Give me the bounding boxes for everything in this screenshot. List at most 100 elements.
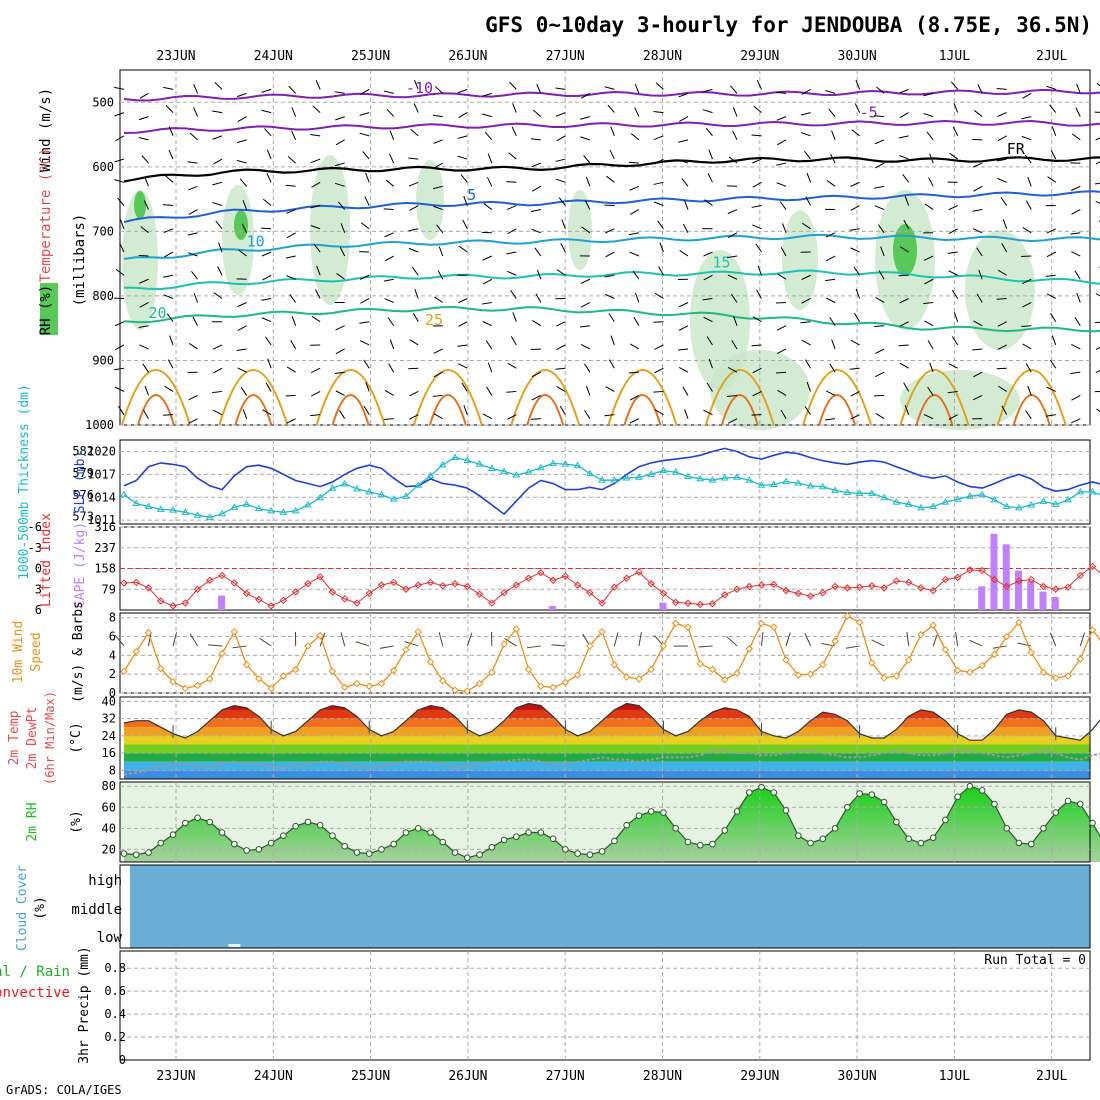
thickness-point bbox=[267, 506, 276, 514]
wind-barb bbox=[114, 179, 125, 183]
cape-bar bbox=[1039, 591, 1047, 610]
thickness-point bbox=[353, 484, 361, 492]
wind-barb bbox=[777, 273, 787, 280]
wind-barb bbox=[437, 270, 444, 280]
rh2m-point bbox=[929, 834, 937, 842]
wind-barb bbox=[486, 386, 493, 396]
rh2m-point bbox=[1064, 797, 1072, 805]
wind10m-point bbox=[1088, 626, 1097, 634]
rh2m-point bbox=[844, 803, 851, 811]
wind-barb bbox=[138, 325, 149, 328]
temp-band bbox=[124, 753, 1090, 762]
wind-barb bbox=[805, 196, 812, 206]
rh2m-point bbox=[476, 851, 483, 858]
wind-barb bbox=[555, 87, 566, 90]
wind-barb bbox=[580, 278, 591, 284]
wind-barb bbox=[972, 162, 983, 168]
wind-barb bbox=[555, 178, 566, 183]
wind10m-point bbox=[659, 642, 668, 650]
lifted-index-point bbox=[1039, 582, 1048, 591]
isotherm-25-arc bbox=[218, 369, 289, 426]
wind-barb bbox=[580, 343, 591, 350]
axis-label-thickness: 1000-500mb Thickness (dm) bbox=[17, 384, 32, 580]
wind10m-point bbox=[402, 645, 410, 654]
wind-barb bbox=[580, 116, 591, 120]
thickness-point bbox=[635, 473, 643, 480]
wind-barb bbox=[482, 278, 493, 285]
wind-barb bbox=[507, 228, 517, 235]
lifted-index-point bbox=[537, 568, 545, 577]
wind-barb bbox=[702, 109, 713, 114]
lifted-index-point bbox=[647, 580, 655, 588]
wind-barb bbox=[1049, 104, 1057, 113]
wind-barb bbox=[265, 382, 272, 392]
axis-label-temp-unit: (°C) bbox=[69, 722, 84, 753]
wind10m-point bbox=[193, 681, 202, 690]
rh2m-point bbox=[819, 835, 827, 843]
wind-barb bbox=[408, 181, 419, 187]
pressure-tick-label: 900 bbox=[92, 353, 114, 367]
wind-barb bbox=[409, 390, 419, 397]
wind-barb bbox=[360, 88, 370, 95]
wind-barb bbox=[435, 86, 444, 94]
wind-barb bbox=[434, 296, 444, 303]
wind-barb bbox=[1070, 185, 1081, 191]
wind10m-barb bbox=[189, 633, 198, 647]
wind-barb bbox=[482, 113, 492, 118]
wind-barb bbox=[386, 108, 395, 117]
wind-barb bbox=[831, 339, 836, 350]
lifted-index-point bbox=[377, 581, 386, 589]
thickness-point bbox=[242, 500, 251, 507]
wind10m-point bbox=[757, 619, 766, 628]
axis-label-cape: CAPE (J/kg) bbox=[73, 522, 88, 608]
wind-barb bbox=[853, 266, 861, 276]
wind-barb bbox=[1095, 137, 1100, 141]
wind-barb bbox=[1071, 133, 1081, 141]
temp2m-line bbox=[123, 702, 1100, 741]
wind-barb bbox=[507, 362, 517, 369]
wind-barb bbox=[212, 181, 223, 186]
wind10m-point bbox=[794, 671, 803, 679]
wind10m-point bbox=[598, 628, 606, 636]
wind-barb bbox=[214, 82, 223, 90]
thickness-point bbox=[426, 471, 435, 479]
rh2m-point bbox=[463, 854, 471, 862]
wind-barb bbox=[310, 205, 321, 209]
wind-barb bbox=[776, 182, 787, 187]
wind-barb bbox=[266, 173, 272, 183]
thickness-tick-label: 573 bbox=[72, 510, 94, 524]
slp-tick-label: 1014 bbox=[87, 490, 116, 504]
isotherm-30-arc bbox=[720, 394, 759, 426]
wind-barb bbox=[289, 294, 297, 303]
wind-barb bbox=[218, 242, 223, 253]
rh2m-point bbox=[157, 839, 165, 847]
wind-barb bbox=[874, 348, 885, 354]
wind-barb bbox=[139, 302, 149, 308]
cape-bar bbox=[1027, 581, 1035, 610]
wind-barb bbox=[340, 223, 346, 233]
wind-barb bbox=[512, 312, 517, 322]
rh2m-point bbox=[292, 822, 299, 830]
isotherm-25-arc bbox=[899, 369, 970, 426]
wind10m-point bbox=[242, 661, 251, 669]
thickness-point bbox=[1088, 487, 1097, 495]
wind-barb bbox=[584, 409, 591, 419]
wind-barb bbox=[335, 348, 345, 355]
wind-barb bbox=[1047, 176, 1057, 183]
wind-barb bbox=[1026, 200, 1032, 210]
wind10m-barb bbox=[1079, 632, 1086, 647]
thickness-point bbox=[291, 506, 300, 514]
rh2m-point bbox=[684, 838, 692, 846]
lifted-index-point bbox=[144, 584, 153, 592]
wind-barb bbox=[144, 385, 149, 396]
wind-barb bbox=[286, 232, 296, 239]
cape-bar bbox=[990, 533, 998, 610]
rh2m-point bbox=[758, 783, 765, 791]
lifted-index-point bbox=[390, 578, 398, 587]
wind-barb bbox=[316, 265, 321, 276]
thickness-point bbox=[475, 460, 484, 467]
cloud-panel-frame bbox=[119, 864, 1091, 949]
wind-barb bbox=[291, 130, 297, 141]
wind-barb bbox=[509, 81, 517, 90]
wind-panel-frame bbox=[119, 612, 1091, 694]
